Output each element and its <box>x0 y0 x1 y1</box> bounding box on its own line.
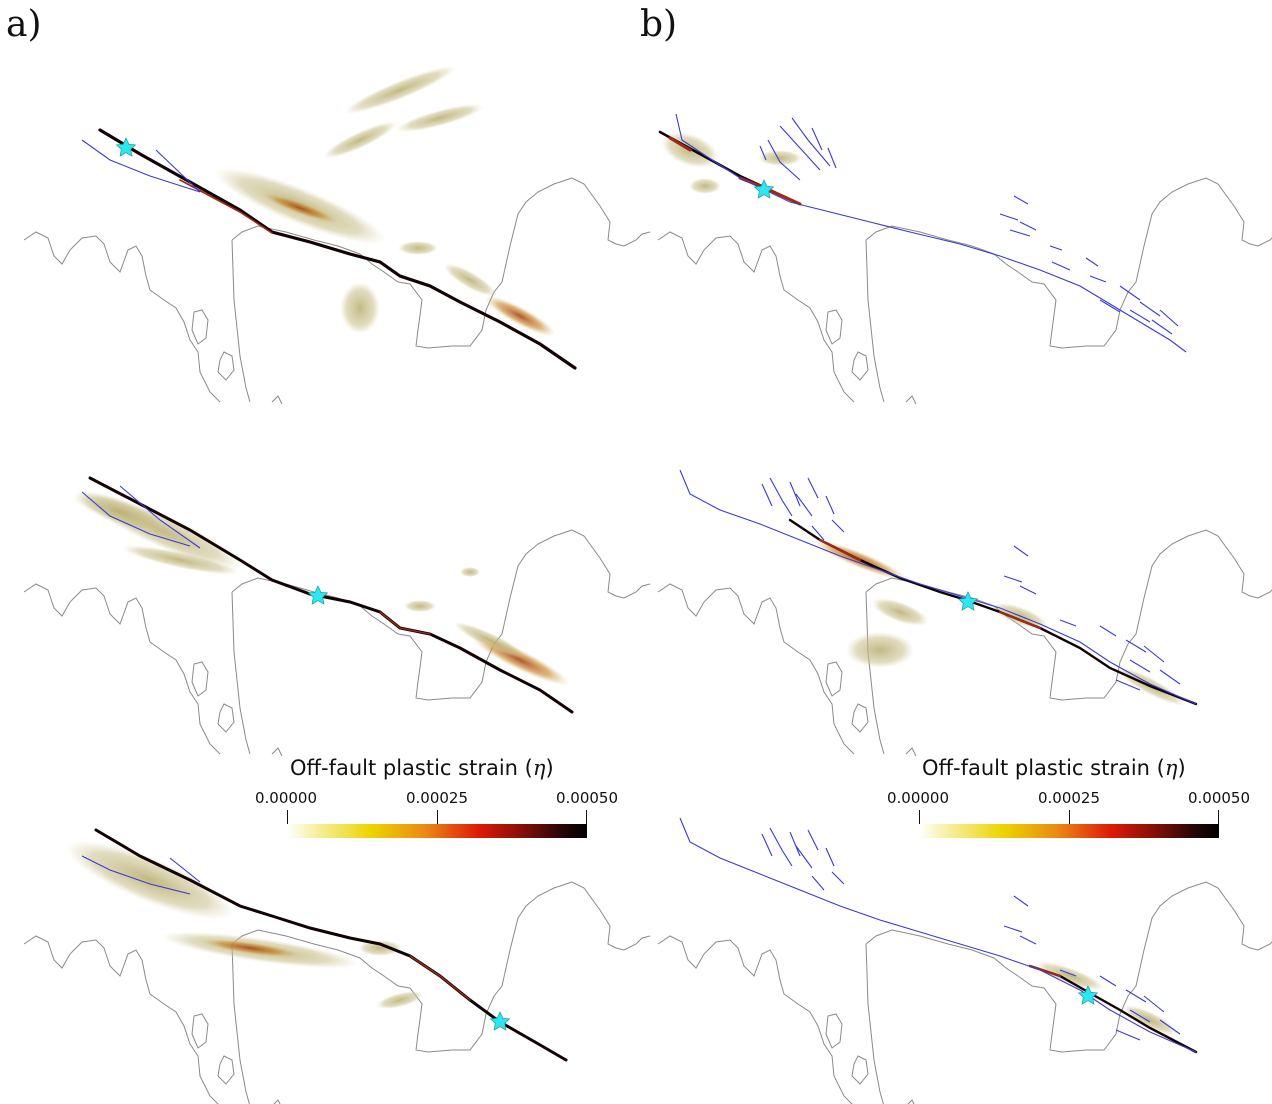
colorbar-tick-label-b-min: 0.00000 <box>886 789 950 807</box>
colorbar-a <box>287 824 587 838</box>
colorbar-tick-label-a-min: 0.00000 <box>254 789 318 807</box>
map-a1 <box>23 66 651 405</box>
colorbar-tick-a-mid <box>437 810 438 832</box>
panel-b-label: b) <box>640 4 678 45</box>
colorbar-b <box>919 824 1219 838</box>
map-b1 <box>657 113 1272 405</box>
colorbar-tick-a-min <box>287 810 288 832</box>
map-a3 <box>23 828 651 1104</box>
panel-a-label: a) <box>6 4 42 45</box>
map-a2 <box>23 476 651 757</box>
colorbar-tick-label-a-mid: 0.00025 <box>405 789 469 807</box>
colorbar-title-b: Off-fault plastic strain (η) <box>922 756 1186 780</box>
colorbar-tick-b-min <box>919 810 920 832</box>
colorbar-tick-label-b-mid: 0.00025 <box>1037 789 1101 807</box>
colorbar-tick-label-a-max: 0.00050 <box>555 789 619 807</box>
colorbar-tick-label-b-max: 0.00050 <box>1187 789 1251 807</box>
map-b2 <box>657 469 1272 757</box>
colorbar-tick-b-mid <box>1069 810 1070 832</box>
map-b3 <box>657 817 1272 1104</box>
colorbar-tick-b-max <box>1218 810 1219 832</box>
colorbar-tick-a-max <box>586 810 587 832</box>
colorbar-title-a: Off-fault plastic strain (η) <box>290 756 554 780</box>
